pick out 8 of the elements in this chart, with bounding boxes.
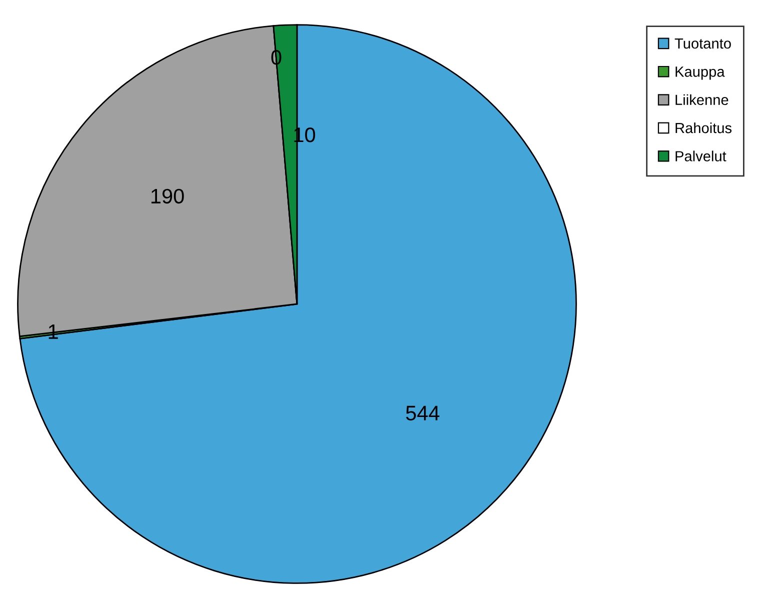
pie-slice <box>19 24 577 584</box>
data-label: 544 <box>406 406 440 420</box>
legend-label: Rahoitus <box>676 122 732 134</box>
data-label: 190 <box>152 188 184 204</box>
legend-label: Tuotanto <box>674 38 731 49</box>
legend-label: Liikenne <box>676 94 728 106</box>
legend-label: Kauppa <box>676 66 725 80</box>
legend-label: Palvelut <box>676 150 726 162</box>
